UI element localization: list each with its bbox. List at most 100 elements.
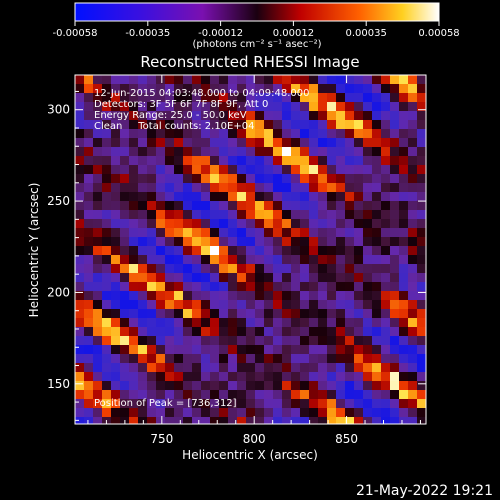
heatmap-cell bbox=[102, 237, 112, 247]
heatmap-cell bbox=[201, 363, 211, 373]
heatmap-cell bbox=[291, 192, 301, 202]
heatmap-cell bbox=[363, 93, 373, 103]
heatmap-cell bbox=[219, 408, 229, 418]
heatmap-cell bbox=[345, 147, 355, 157]
heatmap-cell bbox=[120, 300, 130, 310]
heatmap-cell bbox=[318, 219, 328, 229]
heatmap-cell bbox=[201, 165, 211, 175]
heatmap-cell bbox=[165, 354, 175, 364]
heatmap-cell bbox=[417, 129, 426, 139]
heatmap-cell bbox=[327, 201, 337, 211]
heatmap-cell bbox=[363, 165, 373, 175]
heatmap-cell bbox=[219, 75, 229, 85]
heatmap-cell bbox=[354, 372, 364, 382]
heatmap-cell bbox=[183, 201, 193, 211]
heatmap-cell bbox=[408, 147, 418, 157]
heatmap-cell bbox=[156, 138, 166, 148]
heatmap-cell bbox=[372, 156, 382, 166]
heatmap-cell bbox=[417, 327, 426, 337]
heatmap-cell bbox=[192, 291, 202, 301]
heatmap-cell bbox=[381, 111, 391, 121]
heatmap-cell bbox=[318, 102, 328, 112]
heatmap-cell bbox=[120, 390, 130, 400]
heatmap-cell bbox=[318, 345, 328, 355]
heatmap-cell bbox=[336, 381, 346, 391]
colorbar-tick-label: -0.00012 bbox=[198, 28, 243, 39]
heatmap-cell bbox=[264, 291, 274, 301]
heatmap-cell bbox=[372, 291, 382, 301]
heatmap-cell bbox=[219, 264, 229, 274]
heatmap-cell bbox=[309, 363, 319, 373]
heatmap-cell bbox=[120, 282, 130, 292]
heatmap-cell bbox=[201, 390, 211, 400]
heatmap-cell bbox=[300, 111, 310, 121]
heatmap-cell bbox=[102, 201, 112, 211]
heatmap-cell bbox=[399, 282, 409, 292]
heatmap-cell bbox=[156, 210, 166, 220]
heatmap-cell bbox=[84, 183, 94, 193]
heatmap-cell bbox=[291, 165, 301, 175]
heatmap-cell bbox=[192, 237, 202, 247]
heatmap-cell bbox=[237, 219, 247, 229]
heatmap-cell bbox=[318, 84, 328, 94]
heatmap-cell bbox=[309, 183, 319, 193]
heatmap-cell bbox=[309, 327, 319, 337]
heatmap-cell bbox=[273, 300, 283, 310]
heatmap-cell bbox=[282, 192, 292, 202]
heatmap-cell bbox=[228, 408, 238, 418]
heatmap-cell bbox=[138, 291, 148, 301]
heatmap-cell bbox=[201, 318, 211, 328]
heatmap-cell bbox=[417, 120, 426, 130]
heatmap-cell bbox=[237, 363, 247, 373]
heatmap-cell bbox=[300, 372, 310, 382]
heatmap-cell bbox=[75, 192, 85, 202]
heatmap-cell bbox=[381, 300, 391, 310]
heatmap-cell bbox=[210, 336, 220, 346]
heatmap-cell bbox=[417, 84, 426, 94]
heatmap-cell bbox=[318, 93, 328, 103]
heatmap-cell bbox=[174, 300, 184, 310]
heatmap-cell bbox=[237, 147, 247, 157]
heatmap-cell bbox=[246, 408, 256, 418]
heatmap-cell bbox=[273, 390, 283, 400]
heatmap-cell bbox=[336, 192, 346, 202]
heatmap-cell bbox=[147, 282, 157, 292]
heatmap-cell bbox=[210, 255, 220, 265]
heatmap-cell bbox=[111, 291, 121, 301]
heatmap-cell bbox=[93, 327, 103, 337]
heatmap-cell bbox=[264, 246, 274, 256]
heatmap-cell bbox=[102, 111, 112, 121]
heatmap-cell bbox=[75, 156, 85, 166]
heatmap-cell bbox=[345, 336, 355, 346]
heatmap-cell bbox=[399, 327, 409, 337]
heatmap-cell bbox=[174, 318, 184, 328]
heatmap-cell bbox=[246, 327, 256, 337]
heatmap-cell bbox=[246, 390, 256, 400]
heatmap-cell bbox=[282, 183, 292, 193]
heatmap-cell bbox=[291, 390, 301, 400]
heatmap-cell bbox=[84, 417, 94, 424]
heatmap-cell bbox=[327, 309, 337, 319]
heatmap-cell bbox=[138, 174, 148, 184]
heatmap-cell bbox=[273, 219, 283, 229]
heatmap-cell bbox=[219, 399, 229, 409]
heatmap-cell bbox=[219, 255, 229, 265]
heatmap-cell bbox=[102, 210, 112, 220]
heatmap-cell bbox=[129, 255, 139, 265]
heatmap-cell bbox=[156, 129, 166, 139]
heatmap-cell bbox=[300, 219, 310, 229]
heatmap-cell bbox=[345, 291, 355, 301]
heatmap-cell bbox=[183, 273, 193, 283]
heatmap-cell bbox=[219, 327, 229, 337]
heatmap-cell bbox=[102, 156, 112, 166]
heatmap-cell bbox=[408, 120, 418, 130]
heatmap-cell bbox=[102, 147, 112, 157]
heatmap-cell bbox=[219, 372, 229, 382]
heatmap-cell bbox=[237, 237, 247, 247]
heatmap-cell bbox=[390, 246, 400, 256]
heatmap-cell bbox=[192, 399, 202, 409]
heatmap-cell bbox=[372, 219, 382, 229]
heatmap-cell bbox=[417, 183, 426, 193]
heatmap-cell bbox=[363, 237, 373, 247]
heatmap-cell bbox=[165, 399, 175, 409]
